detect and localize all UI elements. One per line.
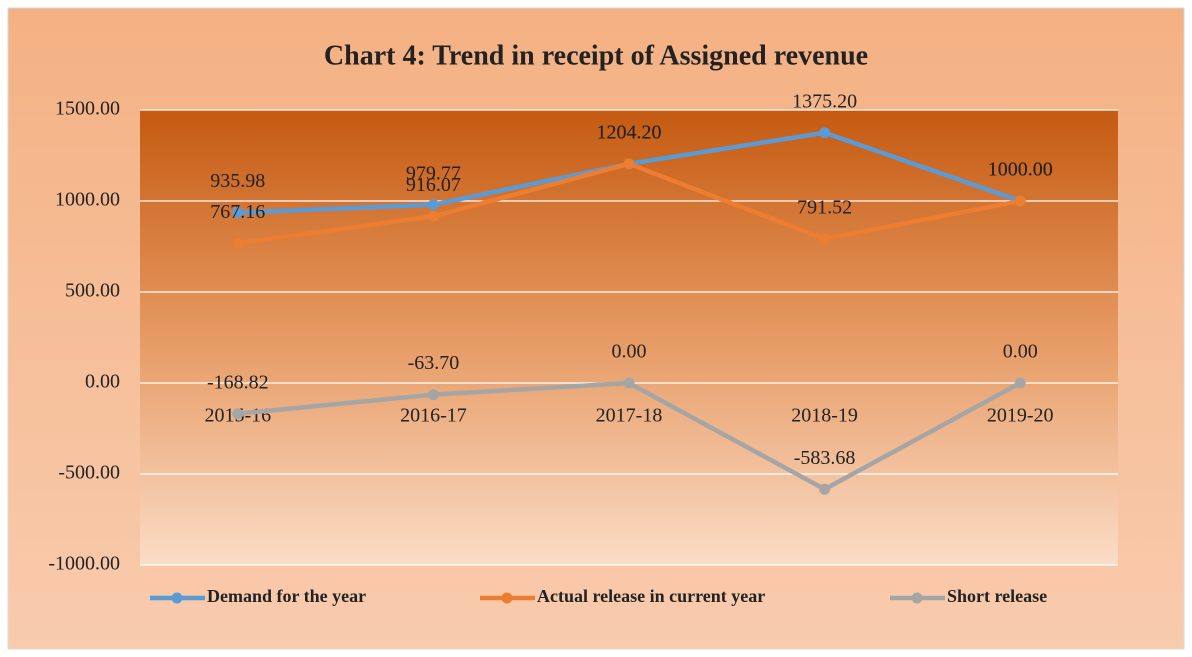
data-label: 1000.00 — [988, 159, 1053, 181]
data-label: 979.77 — [406, 162, 461, 184]
data-point — [232, 207, 244, 219]
legend-label: Demand for the year — [207, 586, 366, 606]
y-tick-label: -500.00 — [58, 462, 120, 484]
data-point — [232, 237, 244, 249]
x-tick-label: 2018-19 — [791, 405, 858, 427]
data-label: -63.70 — [408, 352, 460, 374]
data-label: 935.98 — [210, 170, 265, 192]
data-point — [819, 483, 831, 495]
legend-marker — [501, 592, 513, 604]
data-point — [1014, 195, 1026, 207]
y-tick-label: 1500.00 — [55, 98, 120, 120]
data-point — [623, 158, 635, 170]
data-label: 791.52 — [797, 197, 852, 219]
data-label: 1204.20 — [597, 121, 662, 143]
data-label: 767.16 — [210, 201, 265, 223]
data-point — [623, 377, 635, 389]
data-point — [427, 199, 439, 211]
y-tick-label: 1000.00 — [55, 189, 120, 211]
y-tick-label: 500.00 — [65, 280, 120, 302]
data-label: 1204.20 — [597, 121, 662, 143]
data-label: 916.07 — [406, 174, 461, 196]
data-point — [819, 127, 831, 139]
legend-label: Short release — [947, 586, 1047, 606]
data-point — [427, 210, 439, 222]
x-tick-label: 2019-20 — [987, 405, 1054, 427]
plot-area — [140, 110, 1118, 565]
data-label: -583.68 — [794, 447, 856, 469]
x-tick-label: 2017-18 — [596, 405, 663, 427]
chart-title: Chart 4: Trend in receipt of Assigned re… — [324, 40, 868, 71]
data-point — [232, 408, 244, 420]
data-label: 1000.00 — [988, 159, 1053, 181]
data-label: 0.00 — [1003, 341, 1038, 363]
legend-label: Actual release in current year — [537, 586, 765, 606]
data-point — [819, 233, 831, 245]
legend-marker — [911, 592, 923, 604]
data-label: -168.82 — [207, 371, 269, 393]
data-label: 1375.20 — [792, 90, 857, 112]
data-point — [1014, 377, 1026, 389]
y-tick-label: 0.00 — [85, 371, 120, 393]
data-point — [427, 389, 439, 401]
x-tick-label: 2016-17 — [400, 405, 467, 427]
legend-marker — [171, 592, 183, 604]
data-label: 0.00 — [612, 341, 647, 363]
y-tick-label: -1000.00 — [48, 553, 120, 575]
